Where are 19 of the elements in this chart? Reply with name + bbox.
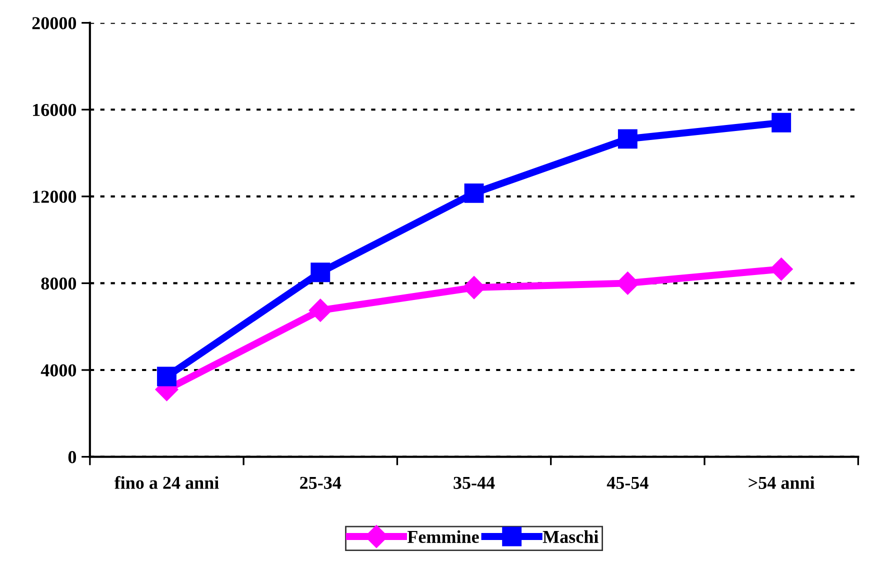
point	[464, 183, 484, 203]
y-tick-label: 0	[68, 451, 76, 464]
x-tick-label: fino a 24 anni	[114, 476, 219, 489]
legend-label: Femmine	[407, 530, 479, 543]
y-tick-label: 20000	[32, 17, 76, 30]
point	[310, 262, 330, 282]
point	[308, 298, 332, 322]
x-tick-label: 45-54	[606, 476, 648, 489]
legend-label: Maschi	[542, 530, 598, 544]
x-tick-label: 35-44	[454, 476, 495, 489]
x-tick-label: 25-34	[300, 476, 342, 489]
y-tick-label: 12000	[33, 190, 76, 203]
point	[618, 129, 638, 149]
x-tick-label: >54 anni	[748, 476, 815, 489]
y-tick-label: 8000	[41, 277, 76, 290]
y-tick-label: 16000	[33, 104, 76, 116]
y-tick-label: 4000	[40, 364, 76, 376]
point	[772, 112, 792, 132]
point	[157, 366, 176, 386]
